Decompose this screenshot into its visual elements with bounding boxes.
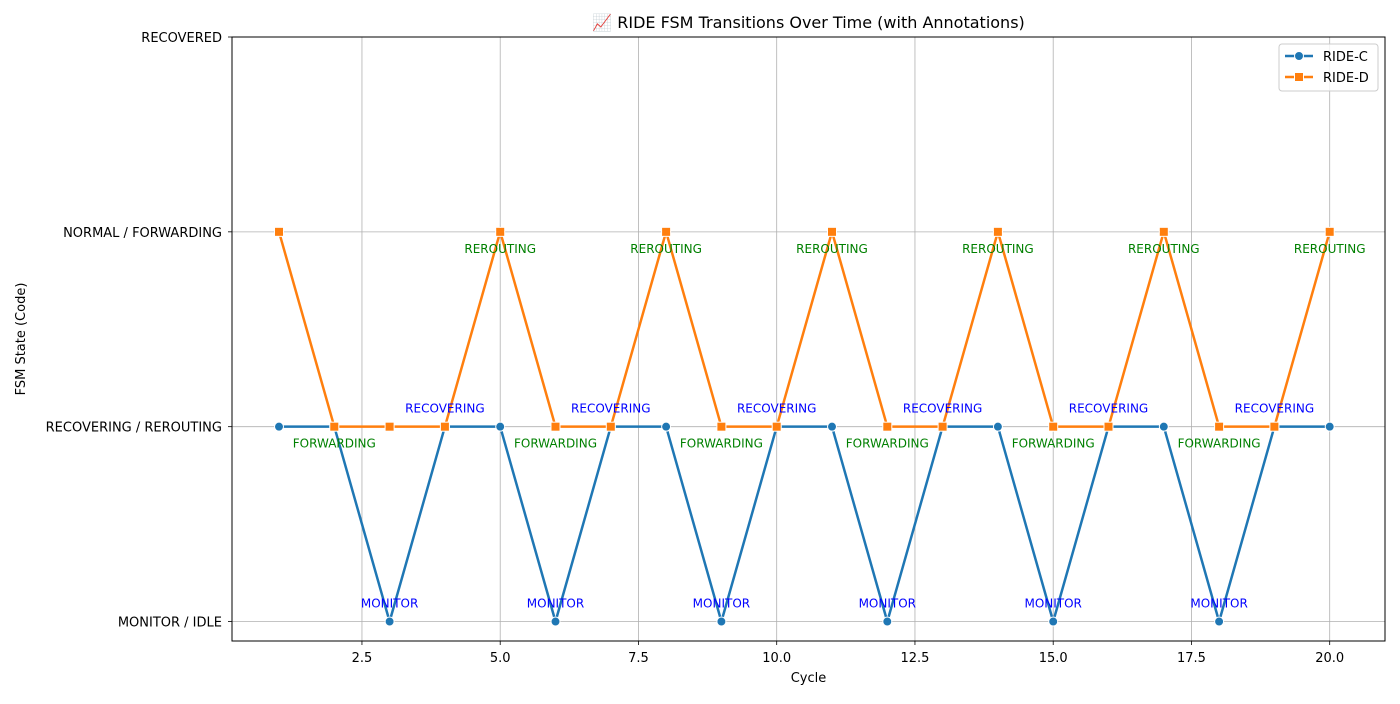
data-point-ride-d bbox=[1324, 226, 1335, 237]
data-point-ride-c bbox=[882, 616, 893, 627]
data-point-ride-d bbox=[771, 421, 782, 432]
x-axis-label: Cycle bbox=[791, 671, 827, 686]
data-point-ride-d bbox=[661, 226, 672, 237]
data-point-ride-d bbox=[605, 421, 616, 432]
data-point-ride-d bbox=[992, 226, 1003, 237]
annotation-label: RECOVERING bbox=[571, 402, 650, 416]
data-point-ride-d bbox=[274, 226, 285, 237]
annotation-label: MONITOR bbox=[693, 597, 750, 611]
legend-label-ride-d: RIDE-D bbox=[1323, 71, 1369, 86]
annotation-label: RECOVERING bbox=[1069, 402, 1148, 416]
data-point-ride-c bbox=[716, 616, 727, 627]
annotation-label: FORWARDING bbox=[1178, 437, 1261, 451]
data-point-ride-d bbox=[439, 421, 450, 432]
data-point-ride-c bbox=[661, 421, 672, 432]
annotation-label: RECOVERING bbox=[1235, 402, 1314, 416]
x-tick-label: 12.5 bbox=[900, 651, 929, 666]
data-point-ride-d bbox=[1103, 421, 1114, 432]
data-point-ride-c bbox=[1214, 616, 1225, 627]
y-tick-label: RECOVERING / REROUTING bbox=[46, 421, 222, 436]
data-point-ride-d bbox=[550, 421, 561, 432]
legend: RIDE-C RIDE-D bbox=[1278, 43, 1379, 92]
annotation-label: REROUTING bbox=[630, 242, 702, 256]
data-point-ride-c bbox=[1158, 421, 1169, 432]
x-tick-label: 2.5 bbox=[352, 651, 373, 666]
data-point-ride-d bbox=[1048, 421, 1059, 432]
data-point-ride-d bbox=[882, 421, 893, 432]
annotation-label: RECOVERING bbox=[737, 402, 816, 416]
tick-layer: 2.5 5.0 7.5 10.0 12.5 15.0 17.5 20.0 MONITOR / I… bbox=[46, 31, 1345, 666]
x-tick-label: 7.5 bbox=[628, 651, 649, 666]
data-point-ride-d bbox=[1158, 226, 1169, 237]
annotation-label: MONITOR bbox=[361, 597, 418, 611]
chart-title: 📈 RIDE FSM Transitions Over Time (with A… bbox=[592, 13, 1025, 32]
series-line-ride-c bbox=[279, 425, 1330, 623]
data-point-ride-c bbox=[495, 421, 506, 432]
data-point-ride-c bbox=[1324, 421, 1335, 432]
x-tick-label: 10.0 bbox=[762, 651, 791, 666]
series-layer bbox=[274, 226, 1335, 627]
annotation-label: RECOVERING bbox=[903, 402, 982, 416]
annotation-label: FORWARDING bbox=[514, 437, 597, 451]
data-point-ride-d bbox=[495, 226, 506, 237]
annotation-label: FORWARDING bbox=[293, 437, 376, 451]
annotation-label: REROUTING bbox=[1294, 242, 1366, 256]
annotation-label: REROUTING bbox=[962, 242, 1034, 256]
legend-label-ride-c: RIDE-C bbox=[1323, 50, 1368, 65]
annotation-label: FORWARDING bbox=[846, 437, 929, 451]
data-point-ride-d bbox=[937, 421, 948, 432]
annotation-label: MONITOR bbox=[527, 597, 584, 611]
data-point-ride-c bbox=[827, 421, 838, 432]
legend-marker-ride-d bbox=[1294, 72, 1304, 82]
annotation-label: REROUTING bbox=[1128, 242, 1200, 256]
plot-frame bbox=[231, 36, 1386, 642]
y-tick-label: RECOVERED bbox=[141, 31, 222, 46]
x-tick-label: 17.5 bbox=[1177, 651, 1206, 666]
data-point-ride-c bbox=[550, 616, 561, 627]
x-tick-label: 15.0 bbox=[1039, 651, 1068, 666]
annotation-label: REROUTING bbox=[796, 242, 868, 256]
annotation-label: MONITOR bbox=[859, 597, 916, 611]
annotation-label: MONITOR bbox=[1190, 597, 1247, 611]
x-tick-label: 20.0 bbox=[1315, 651, 1344, 666]
data-point-ride-c bbox=[384, 616, 395, 627]
data-point-ride-d bbox=[716, 421, 727, 432]
data-point-ride-d bbox=[827, 226, 838, 237]
data-point-ride-c bbox=[1048, 616, 1059, 627]
annotation-label: MONITOR bbox=[1024, 597, 1081, 611]
x-tick-label: 5.0 bbox=[490, 651, 511, 666]
data-point-ride-d bbox=[1269, 421, 1280, 432]
y-axis-label: FSM State (Code) bbox=[14, 283, 29, 396]
data-point-ride-d bbox=[384, 421, 395, 432]
y-tick-label: MONITOR / IDLE bbox=[118, 616, 222, 631]
annotation-layer: MONITOR MONITOR MONITOR MONITOR MONITOR MONIT… bbox=[293, 242, 1366, 611]
data-point-ride-d bbox=[329, 421, 340, 432]
y-tick-label: NORMAL / FORWARDING bbox=[63, 226, 222, 241]
data-point-ride-c bbox=[992, 421, 1003, 432]
annotation-label: FORWARDING bbox=[1012, 437, 1095, 451]
series-line-ride-d bbox=[277, 230, 1331, 428]
annotation-label: REROUTING bbox=[464, 242, 536, 256]
annotation-label: RECOVERING bbox=[405, 402, 484, 416]
grid-layer bbox=[232, 36, 1385, 641]
legend-marker-ride-c bbox=[1294, 51, 1304, 61]
data-point-ride-d bbox=[1214, 421, 1225, 432]
data-point-ride-c bbox=[274, 421, 285, 432]
annotation-label: FORWARDING bbox=[680, 437, 763, 451]
